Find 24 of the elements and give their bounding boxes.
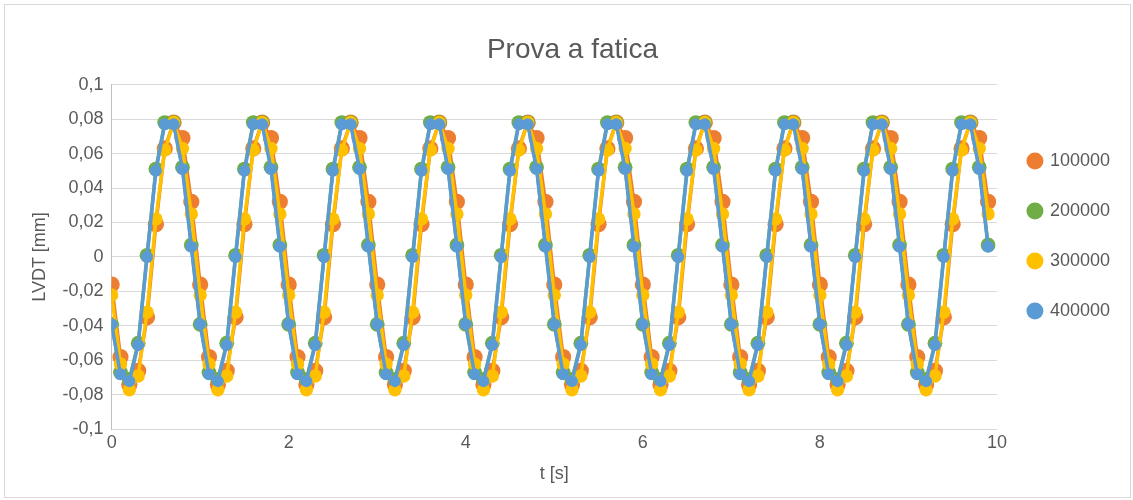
legend-label: 100000 — [1049, 149, 1111, 170]
y-tick-label: 0,04 — [68, 177, 104, 198]
chart-title: Prova a fatica — [486, 32, 659, 64]
y-tick-label: -0,1 — [72, 418, 104, 439]
x-tick-label: 10 — [986, 432, 1007, 453]
x-tick-label: 6 — [637, 432, 648, 453]
legend-label: 200000 — [1049, 199, 1111, 220]
y-tick-label: 0,02 — [68, 211, 104, 232]
x-tick-label: 4 — [460, 432, 471, 453]
y-axis-title: LVDT [mm] — [28, 212, 49, 302]
x-tick-label: 8 — [814, 432, 825, 453]
x-axis-title: t [s] — [539, 463, 569, 484]
y-tick-label: -0,08 — [62, 383, 104, 404]
legend-label: 300000 — [1049, 249, 1111, 270]
y-tick-label: 0 — [93, 245, 104, 266]
x-tick-label: 2 — [283, 432, 294, 453]
y-tick-label: 0,06 — [68, 142, 104, 163]
legend-label: 400000 — [1049, 299, 1111, 320]
y-tick-label: 0,08 — [68, 108, 104, 129]
y-tick-label: -0,06 — [62, 349, 104, 370]
y-tick-label: 0,1 — [78, 73, 104, 94]
y-tick-label: -0,02 — [62, 280, 104, 301]
x-tick-label: 0 — [106, 432, 117, 453]
y-tick-label: -0,04 — [62, 314, 104, 335]
